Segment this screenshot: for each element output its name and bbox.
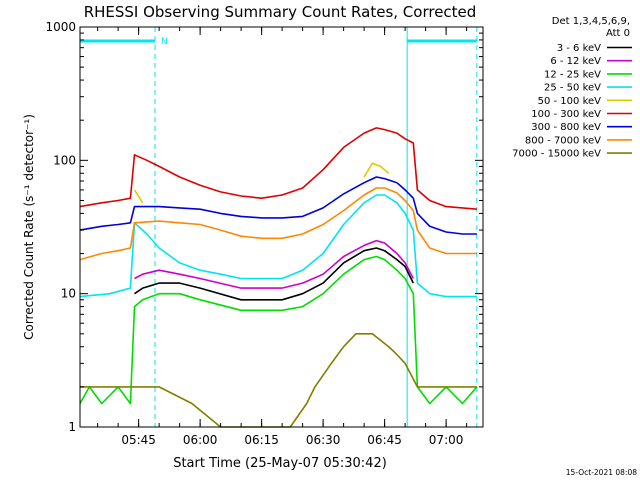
x-tick-label: 06:15 [244, 433, 279, 447]
series-line [79, 176, 477, 235]
y-tick-label: 1 [68, 420, 76, 434]
legend-entry-label: 12 - 25 keV [544, 69, 601, 80]
x-tick-label: 05:45 [121, 433, 156, 447]
legend-entry-label: 6 - 12 keV [550, 56, 601, 67]
y-tick-label: 1000 [45, 20, 76, 34]
chart-title: RHESSI Observing Summary Count Rates, Co… [84, 3, 477, 21]
night-label: N [161, 37, 168, 47]
legend: Det 1,3,4,5,6,9,Att 0 3 - 6 keV 6 - 12 keV… [512, 16, 632, 160]
legend-entry-label: 50 - 100 keV [538, 96, 602, 107]
legend-entry-label: 800 - 7000 keV [525, 135, 601, 146]
y-tick-label: 100 [53, 153, 76, 167]
legend-entry-label: 100 - 300 keV [531, 109, 601, 120]
y-axis-label: Corrected Count Rate (s⁻¹ detector⁻¹) [22, 114, 36, 340]
y-axis: 1 10 100 1000 [45, 20, 483, 434]
series-line [134, 239, 415, 289]
timestamp: 15-Oct-2021 08:08 [566, 468, 637, 477]
legend-entry-label: 7000 - 15000 keV [512, 149, 601, 160]
x-axis-label: Start Time (25-May-07 05:30:42) [173, 456, 387, 471]
x-axis: 05:45 06:00 06:15 06:30 06:45 07:00 [97, 27, 468, 447]
series-line [133, 189, 144, 204]
x-tick-label: 06:45 [367, 433, 402, 447]
series-line [134, 247, 415, 301]
plot-frame [79, 26, 484, 428]
series-line [79, 194, 477, 298]
x-tick-label: 07:00 [429, 433, 464, 447]
legend-entry-label: 25 - 50 keV [544, 83, 601, 94]
legend-header: Att 0 [606, 28, 630, 39]
series-line [79, 127, 477, 210]
y-tick-label: 10 [61, 287, 76, 301]
x-tick-label: 06:30 [306, 433, 341, 447]
series-line [80, 332, 477, 428]
legend-entry-label: 3 - 6 keV [557, 43, 601, 54]
series-line [363, 162, 390, 178]
legend-header: Det 1,3,4,5,6,9, [552, 16, 630, 27]
plot-area: N [79, 27, 478, 428]
series-line [79, 187, 477, 261]
legend-entry-label: 300 - 800 keV [531, 122, 601, 133]
x-tick-label: 06:00 [183, 433, 218, 447]
